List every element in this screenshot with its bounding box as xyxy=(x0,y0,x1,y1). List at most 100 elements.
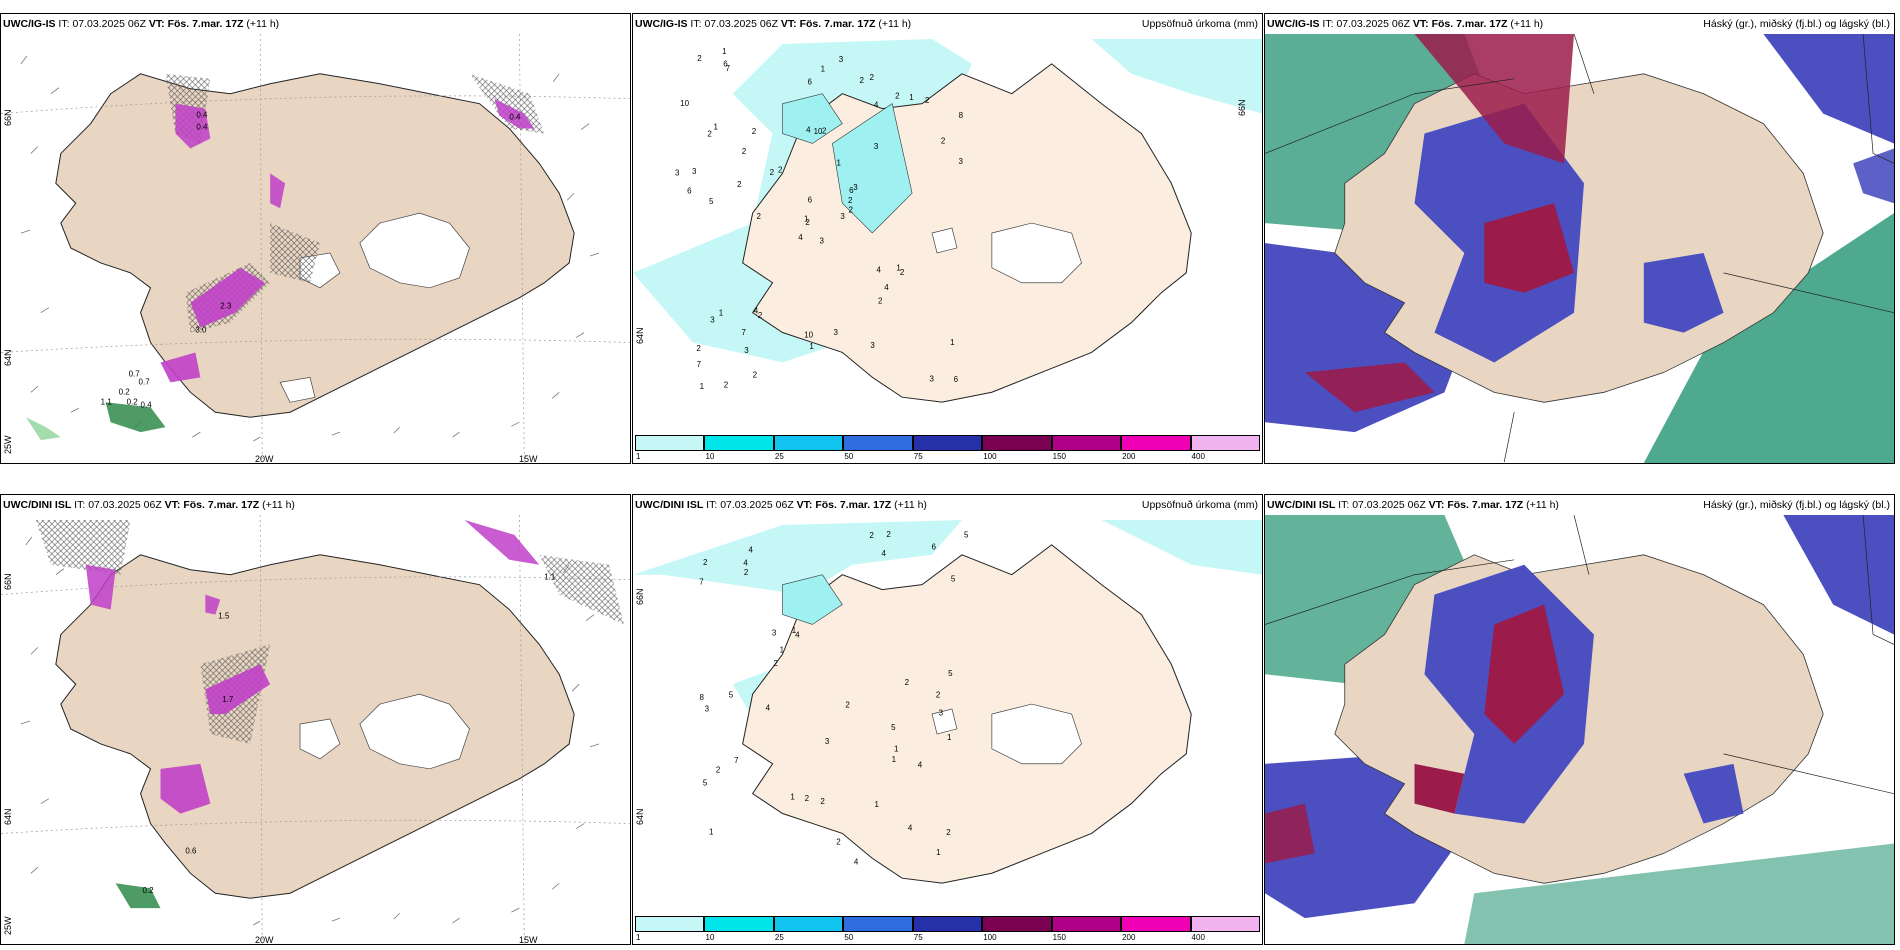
precip-value: 4 xyxy=(795,630,800,639)
precip-value: 5 xyxy=(964,530,969,539)
colorbar-swatch xyxy=(1190,435,1260,451)
value-label: 0.7 xyxy=(129,369,141,378)
precip-value: 6 xyxy=(849,186,854,195)
precip-value: 2 xyxy=(946,828,951,837)
lon-label: 20W xyxy=(255,454,274,464)
lat-label: 66N xyxy=(1237,99,1248,116)
panel-header: UWC/DINI ISL IT: 07.03.2025 06Z VT: Fös.… xyxy=(1265,495,1894,515)
value-label: 0.4 xyxy=(196,111,208,120)
precip-value: 4 xyxy=(749,545,754,554)
lat-label: 64N xyxy=(635,327,645,344)
precip-value: 2 xyxy=(758,311,763,320)
lon-label: 25W xyxy=(3,435,13,454)
precip-value: 2 xyxy=(900,268,905,277)
precip-value: 10 xyxy=(804,331,813,340)
precip-value: 3 xyxy=(675,169,680,178)
value-label: 1.5 xyxy=(218,612,230,621)
precip-value: 4 xyxy=(884,283,889,292)
colorbar-tick: 75 xyxy=(913,933,923,942)
colorbar-tick: 10 xyxy=(705,452,715,461)
colorbar-tick: 100 xyxy=(983,452,997,461)
precip-value: 1 xyxy=(792,626,797,635)
colorbar-tick: 25 xyxy=(774,933,784,942)
precip-value: 5 xyxy=(703,778,708,787)
lat-label: 64N xyxy=(3,349,13,366)
value-label: 0.2 xyxy=(119,387,131,396)
precip-value: 1 xyxy=(950,338,955,347)
precip-value: 2 xyxy=(895,91,900,100)
precip-value: 3 xyxy=(705,705,710,714)
precip-value: 4 xyxy=(854,858,859,867)
precip-value: 2 xyxy=(936,690,941,699)
precip-value: 5 xyxy=(951,575,956,584)
precip-value: 6 xyxy=(932,543,937,552)
precip-value: 4 xyxy=(806,126,811,135)
colorbar-tick: 150 xyxy=(1052,452,1067,461)
colorbar-swatch xyxy=(635,435,705,451)
precip-value: 1 xyxy=(947,733,952,742)
colorbar-tick: 25 xyxy=(774,452,784,461)
panel-header: UWC/IG-IS IT: 07.03.2025 06Z VT: Fös. 7.… xyxy=(1265,14,1894,34)
panel-title: Uppsöfnuð úrkoma (mm) xyxy=(1141,499,1258,511)
colorbar-swatch xyxy=(1121,916,1191,932)
precip-value: 2 xyxy=(778,165,783,174)
precip-value: 1 xyxy=(804,215,809,224)
precip-value: 2 xyxy=(869,73,874,82)
cloud-panel-top: UWC/IG-IS IT: 07.03.2025 06Z VT: Fös. 7.… xyxy=(1264,13,1895,464)
precip-value: 2 xyxy=(886,530,891,539)
wind-panel-bottom: UWC/DINI ISL IT: 07.03.2025 06Z VT: Fös.… xyxy=(0,494,631,945)
precip-value: 1 xyxy=(894,745,899,754)
precip-value: 6 xyxy=(687,186,692,195)
colorbar-swatch xyxy=(1051,435,1122,451)
precip-panel-bottom: UWC/DINI ISL IT: 07.03.2025 06Z VT: Fös.… xyxy=(632,494,1263,945)
precip-value: 3 xyxy=(839,55,844,64)
precip-blob xyxy=(175,103,211,149)
lat-label: 64N xyxy=(635,808,645,825)
precip-value: 4 xyxy=(918,760,923,769)
precip-value: 1 xyxy=(875,800,880,809)
panel-title: Uppsöfnuð úrkoma (mm) xyxy=(1141,18,1258,30)
colorbar-swatch xyxy=(843,916,913,932)
colorbar-tick: 75 xyxy=(913,452,923,461)
panel-title: Háský (gr.), miðský (fj.bl.) og lágský (… xyxy=(1703,18,1890,30)
colorbar-swatch xyxy=(912,435,983,451)
precip-value: 3 xyxy=(692,167,697,176)
precip-value: 2 xyxy=(859,76,864,85)
value-label: 3.0 xyxy=(195,326,207,335)
lat-label: 66N xyxy=(635,588,645,605)
precip-value: 4 xyxy=(908,824,913,833)
precip-value: 5 xyxy=(709,197,714,206)
precip-value: 7 xyxy=(699,577,704,586)
colorbar-tick: 50 xyxy=(844,933,854,942)
colorbar-tick: 10 xyxy=(705,933,715,942)
value-label: 0.2 xyxy=(127,397,139,406)
colorbar-swatch xyxy=(1121,435,1191,451)
precip-value: 2 xyxy=(805,794,810,803)
precip-value: 2 xyxy=(770,168,775,177)
precip-value: 2 xyxy=(737,180,742,189)
colorbar-swatch xyxy=(704,916,774,932)
precip-value: 3 xyxy=(959,157,964,166)
colorbar-swatch xyxy=(1190,916,1260,932)
precip-value: 4 xyxy=(766,704,771,713)
precip-value: 3 xyxy=(710,315,715,324)
panel-title: Háský (gr.), miðský (fj.bl.) og lágský (… xyxy=(1703,499,1890,511)
colorbar-swatch xyxy=(773,435,844,451)
precip-value: 7 xyxy=(742,328,747,337)
precip-value: 3 xyxy=(853,183,858,192)
precip-value: 10 xyxy=(814,127,823,136)
precip-value: 1 xyxy=(892,755,897,764)
precip-value: 3 xyxy=(744,346,749,355)
precip-value: 2 xyxy=(744,568,749,577)
precip-value: 1 xyxy=(896,264,901,273)
precip-value: 3 xyxy=(833,328,838,337)
value-label: 2.3 xyxy=(220,302,232,311)
precip-map: 3 2 2 2 6 2 2 2 4 3 7 6 5 8 4 3 2 4 1 1 2 7 3 10 3 2 1 6 6 4 3 1 10 6 2 2 4 3… xyxy=(633,34,1262,435)
precip-value: 8 xyxy=(699,693,704,702)
lon-label: 25W xyxy=(3,916,13,935)
value-label: 0.2 xyxy=(143,886,155,895)
precip-value: 4 xyxy=(877,266,882,275)
precip-value: 2 xyxy=(742,147,747,156)
value-label: 0.4 xyxy=(141,400,153,409)
precip-value: 3 xyxy=(820,237,825,246)
